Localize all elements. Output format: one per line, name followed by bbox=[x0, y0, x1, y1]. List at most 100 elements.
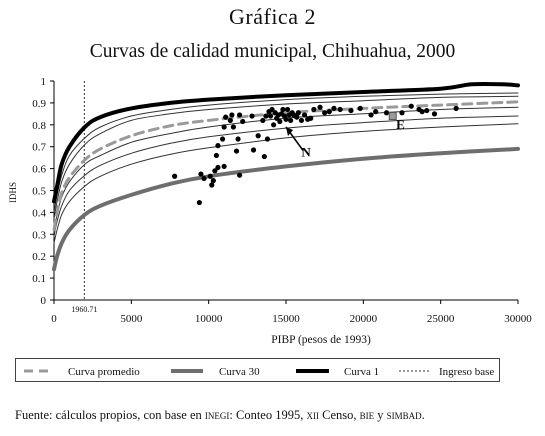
municipality-point bbox=[172, 173, 178, 179]
municipality-point bbox=[331, 105, 337, 111]
source-footnote: Fuente: cálculos propios, con base en in… bbox=[15, 408, 425, 423]
municipality-point bbox=[196, 199, 202, 206]
municipality-point bbox=[255, 133, 261, 139]
municipality-point bbox=[215, 143, 221, 149]
footnote-mid1: : Conteo 1995, bbox=[229, 408, 307, 422]
municipality-point bbox=[288, 117, 294, 124]
municipality-point bbox=[198, 171, 204, 177]
series-quality-curve bbox=[53, 115, 519, 237]
municipality-point bbox=[399, 110, 405, 116]
municipality-point bbox=[408, 103, 414, 109]
municipality-point bbox=[249, 113, 255, 119]
y-axis-label: IDHS bbox=[8, 182, 18, 203]
y-tick-label: 0.6 bbox=[32, 164, 46, 176]
y-tick-label: 0.4 bbox=[32, 207, 46, 219]
municipality-point bbox=[348, 107, 354, 114]
municipality-point bbox=[271, 122, 277, 128]
municipality-point bbox=[295, 110, 301, 116]
legend-label: Curva promedio bbox=[68, 366, 140, 378]
footnote-suffix: . bbox=[421, 408, 425, 422]
municipality-point bbox=[264, 136, 271, 142]
municipality-point bbox=[431, 111, 438, 117]
y-tick-label: 0.1 bbox=[32, 273, 46, 285]
annotation-label: N bbox=[301, 145, 311, 160]
municipality-point bbox=[229, 112, 235, 118]
series-quality-curve bbox=[53, 106, 519, 231]
legend-label: Ingreso base bbox=[439, 366, 494, 378]
municipality-point bbox=[308, 115, 314, 121]
x-axis-label: PIBP (pesos de 1993) bbox=[271, 334, 371, 346]
footnote-simbad: simbad bbox=[386, 408, 422, 422]
footnote-bie: bie bbox=[359, 408, 375, 422]
municipality-point bbox=[219, 136, 226, 142]
municipality-point bbox=[453, 105, 459, 111]
municipality-point bbox=[263, 113, 269, 119]
y-tick-label: 0.2 bbox=[32, 251, 46, 263]
municipality-point bbox=[373, 109, 379, 115]
series-quality-curve bbox=[53, 123, 519, 244]
footnote-inegi: inegi bbox=[204, 408, 230, 422]
municipality-point bbox=[237, 112, 243, 118]
municipality-point bbox=[269, 106, 275, 113]
municipality-point bbox=[284, 106, 291, 113]
x-tick-label: 30000 bbox=[504, 313, 532, 325]
series-curva-30 bbox=[52, 146, 520, 272]
municipality-point bbox=[357, 105, 363, 111]
municipality-point bbox=[424, 107, 430, 114]
annotation-label: E bbox=[396, 117, 405, 132]
municipality-point bbox=[233, 148, 240, 154]
municipality-point bbox=[210, 178, 216, 184]
municipality-point bbox=[368, 112, 374, 118]
municipality-point bbox=[221, 124, 227, 130]
municipality-point bbox=[207, 173, 213, 179]
chart-canvas: 0 0.1 0.2 0.3 0.4 0.5 0.6 0.7 0.8 0.9 1 0 5000 10000 1… bbox=[8, 76, 532, 346]
municipality-point bbox=[240, 118, 246, 125]
legend-label: Curva 30 bbox=[219, 366, 260, 378]
municipality-point bbox=[212, 168, 218, 174]
municipality-point bbox=[419, 109, 425, 115]
footnote-mid2: Censo, bbox=[318, 408, 360, 422]
municipality-point bbox=[337, 106, 343, 113]
x-tick-label: 20000 bbox=[350, 313, 378, 325]
municipality-point bbox=[322, 110, 328, 116]
series-curva-promedio bbox=[52, 100, 520, 232]
series-quality-curve bbox=[53, 95, 519, 220]
municipality-point bbox=[230, 124, 237, 130]
municipality-point bbox=[201, 175, 207, 182]
municipality-point bbox=[221, 163, 227, 170]
municipality-point bbox=[283, 116, 289, 122]
municipality-point bbox=[235, 136, 241, 142]
municipality-point bbox=[209, 182, 215, 188]
y-tick-label: 0 bbox=[41, 295, 47, 307]
y-tick-label: 1 bbox=[41, 76, 47, 88]
municipality-point bbox=[227, 117, 233, 124]
municipality-point bbox=[261, 153, 267, 160]
chart-title: Curvas de calidad municipal, Chihuahua, … bbox=[89, 41, 456, 62]
footnote-prefix: Fuente: cálculos propios, con base en bbox=[15, 408, 205, 422]
municipality-point bbox=[317, 104, 323, 110]
x-tick-label: 15000 bbox=[272, 313, 300, 325]
municipality-point bbox=[267, 113, 274, 119]
footnote-xii: xii bbox=[306, 408, 319, 422]
x-tick-label: 5000 bbox=[120, 313, 143, 325]
municipality-point bbox=[301, 112, 308, 118]
municipality-point bbox=[277, 118, 283, 125]
municipality-point bbox=[213, 152, 219, 159]
municipality-point bbox=[298, 117, 305, 124]
annotation-marker bbox=[388, 112, 397, 121]
x-tick-label: 10000 bbox=[195, 313, 223, 325]
municipality-point bbox=[294, 114, 300, 120]
municipality-point bbox=[223, 114, 229, 120]
y-tick-label: 0.7 bbox=[32, 142, 46, 154]
y-tick-label: 0.9 bbox=[32, 98, 46, 110]
municipality-point bbox=[237, 172, 243, 178]
municipality-point bbox=[280, 106, 286, 113]
legend-label: Curva 1 bbox=[344, 366, 379, 378]
ingreso-base-label: 1960.71 bbox=[71, 305, 97, 314]
municipality-point bbox=[311, 106, 317, 113]
y-tick-label: 0.8 bbox=[32, 120, 46, 132]
figure-label: Gráfica 2 bbox=[229, 4, 316, 29]
municipality-point bbox=[383, 110, 390, 116]
y-tick-label: 0.5 bbox=[32, 186, 46, 198]
municipality-point bbox=[326, 109, 332, 115]
